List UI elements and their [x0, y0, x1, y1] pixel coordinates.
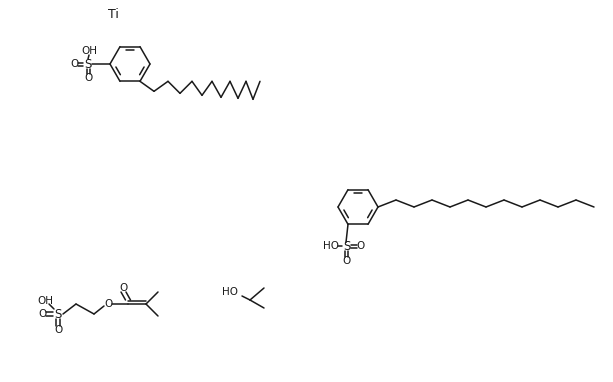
Text: OH: OH: [81, 46, 97, 56]
Text: O: O: [343, 256, 351, 266]
Text: O: O: [54, 325, 62, 335]
Text: O: O: [357, 241, 365, 251]
Text: O: O: [38, 309, 46, 319]
Text: S: S: [85, 58, 92, 71]
Text: S: S: [343, 240, 351, 253]
Text: OH: OH: [37, 296, 53, 306]
Text: HO: HO: [222, 287, 238, 297]
Text: O: O: [84, 73, 92, 83]
Text: O: O: [70, 59, 78, 69]
Text: O: O: [119, 283, 127, 293]
Text: HO: HO: [323, 241, 339, 251]
Text: Ti: Ti: [107, 8, 118, 21]
Text: O: O: [104, 299, 112, 309]
Text: S: S: [55, 308, 62, 320]
